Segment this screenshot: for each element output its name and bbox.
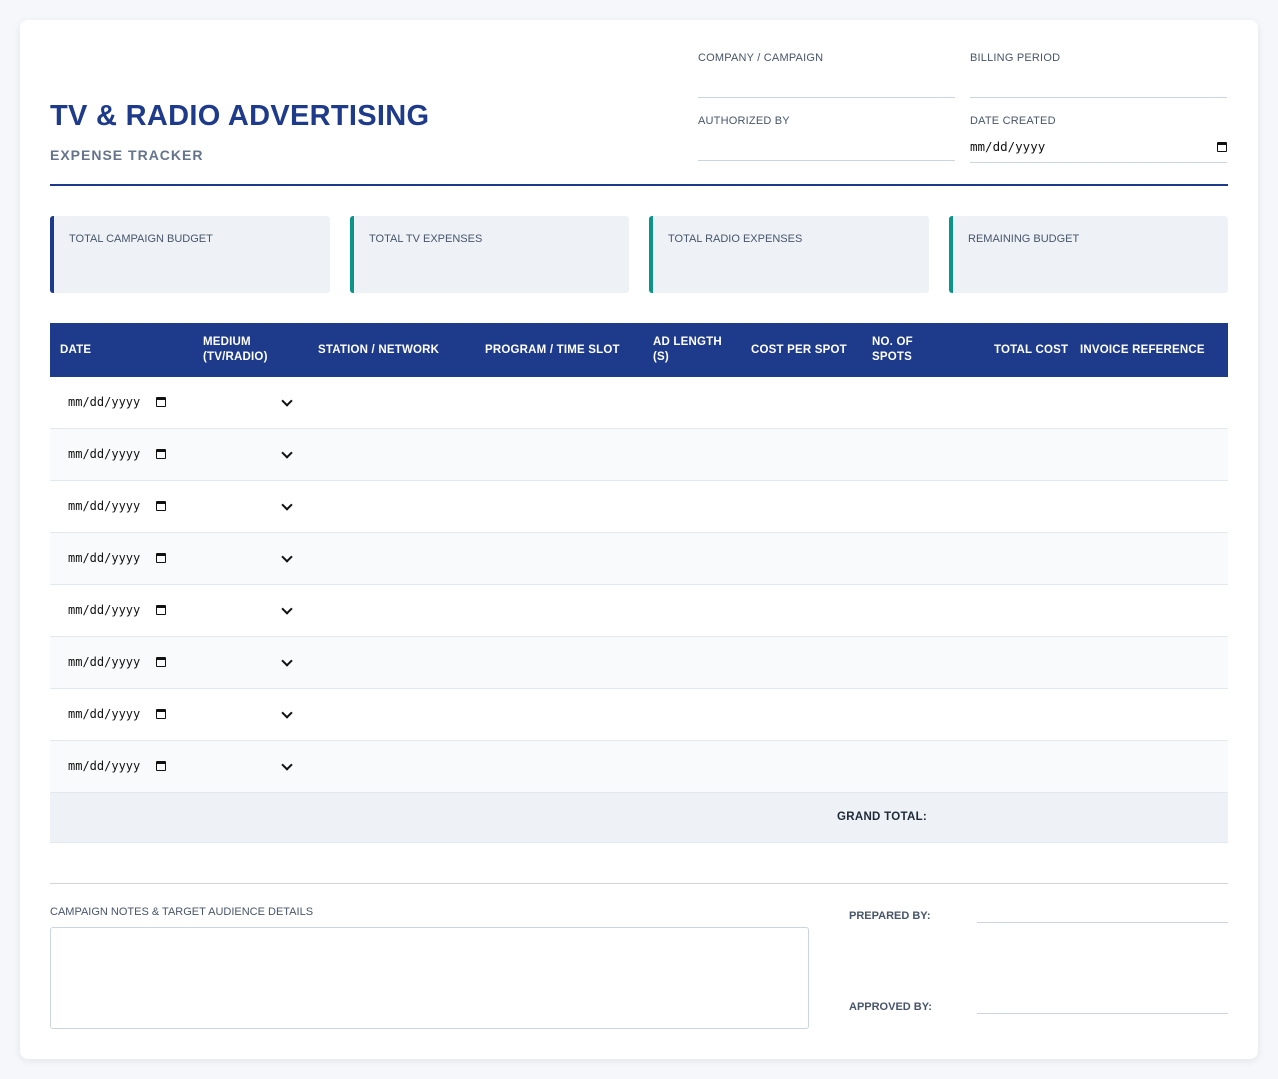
row-date-input[interactable]: mm/dd/yyyy — [68, 603, 167, 617]
chevron-down-icon[interactable] — [281, 447, 293, 459]
date-created-underline — [970, 162, 1227, 163]
card-total-radio-expenses: TOTAL RADIO EXPENSES — [649, 216, 929, 293]
grand-total-label: GRAND TOTAL: — [837, 811, 928, 823]
authorized-by-label: AUTHORIZED BY — [698, 115, 790, 127]
chevron-down-icon[interactable] — [281, 395, 293, 407]
row-date-input[interactable]: mm/dd/yyyy — [68, 759, 167, 773]
prepared-by-input[interactable] — [977, 922, 1228, 923]
row-date-input[interactable]: mm/dd/yyyy — [68, 395, 167, 409]
row-date-placeholder: mm/dd/yyyy — [68, 447, 141, 461]
column-header-date: DATE — [60, 343, 92, 356]
authorized-by-input[interactable] — [698, 160, 955, 161]
column-header-total-cost: TOTAL COST — [994, 343, 1069, 356]
calendar-icon[interactable] — [156, 449, 167, 459]
card-label: TOTAL RADIO EXPENSES — [668, 233, 803, 245]
card-label: TOTAL CAMPAIGN BUDGET — [69, 233, 213, 245]
company-campaign-label: COMPANY / CAMPAIGN — [698, 52, 824, 64]
billing-period-label: BILLING PERIOD — [970, 52, 1061, 64]
header: TV & RADIO ADVERTISING EXPENSE TRACKER C… — [50, 20, 1228, 186]
table-row: mm/dd/yyyy — [50, 741, 1228, 793]
table-row: mm/dd/yyyy — [50, 377, 1228, 429]
chevron-down-icon[interactable] — [281, 707, 293, 719]
calendar-icon[interactable] — [156, 553, 167, 563]
calendar-icon[interactable] — [1217, 141, 1227, 152]
date-created-field[interactable]: DATE CREATED mm/dd/yyyy — [970, 115, 1227, 163]
approved-by-label: APPROVED BY: — [849, 1001, 932, 1013]
row-date-placeholder: mm/dd/yyyy — [68, 395, 141, 409]
date-created-label: DATE CREATED — [970, 115, 1056, 127]
calendar-icon[interactable] — [156, 605, 167, 615]
card-accent-bar — [949, 216, 953, 293]
page-subtitle: EXPENSE TRACKER — [50, 147, 204, 163]
chevron-down-icon[interactable] — [281, 759, 293, 771]
column-header-cost-per-spot: COST PER SPOT — [751, 343, 847, 356]
billing-period-input[interactable] — [970, 97, 1227, 98]
card-total-tv-expenses: TOTAL TV EXPENSES — [350, 216, 629, 293]
card-accent-bar — [50, 216, 54, 293]
row-date-placeholder: mm/dd/yyyy — [68, 655, 141, 669]
authorized-by-field[interactable]: AUTHORIZED BY — [698, 115, 955, 161]
row-date-input[interactable]: mm/dd/yyyy — [68, 551, 167, 565]
grand-total-row: GRAND TOTAL: — [50, 793, 1228, 843]
column-header-program: PROGRAM / TIME SLOT — [485, 343, 620, 356]
calendar-icon[interactable] — [156, 709, 167, 719]
table-row: mm/dd/yyyy — [50, 689, 1228, 741]
calendar-icon[interactable] — [156, 657, 167, 667]
column-header-ad-length: AD LENGTH (S) — [653, 336, 722, 363]
page-title: TV & RADIO ADVERTISING — [50, 100, 430, 132]
footer-divider — [50, 883, 1228, 884]
row-date-placeholder: mm/dd/yyyy — [68, 603, 141, 617]
billing-period-field[interactable]: BILLING PERIOD — [970, 52, 1227, 98]
row-date-placeholder: mm/dd/yyyy — [68, 707, 141, 721]
date-created-placeholder: mm/dd/yyyy — [970, 139, 1046, 154]
table-row: mm/dd/yyyy — [50, 585, 1228, 637]
company-campaign-input[interactable] — [698, 97, 955, 98]
column-header-medium: MEDIUM (TV/RADIO) — [203, 336, 268, 363]
chevron-down-icon[interactable] — [281, 655, 293, 667]
calendar-icon[interactable] — [156, 761, 167, 771]
calendar-icon[interactable] — [156, 397, 167, 407]
card-accent-bar — [350, 216, 354, 293]
row-date-input[interactable]: mm/dd/yyyy — [68, 655, 167, 669]
expense-sheet: TV & RADIO ADVERTISING EXPENSE TRACKER C… — [20, 20, 1258, 1059]
summary-cards: TOTAL CAMPAIGN BUDGET TOTAL TV EXPENSES … — [50, 216, 1228, 293]
chevron-down-icon[interactable] — [281, 603, 293, 615]
row-date-input[interactable]: mm/dd/yyyy — [68, 499, 167, 513]
row-date-input[interactable]: mm/dd/yyyy — [68, 447, 167, 461]
chevron-down-icon[interactable] — [281, 551, 293, 563]
card-label: TOTAL TV EXPENSES — [369, 233, 483, 245]
date-created-input[interactable]: mm/dd/yyyy — [970, 139, 1227, 154]
table-row: mm/dd/yyyy — [50, 429, 1228, 481]
expense-table: DATE MEDIUM (TV/RADIO) STATION / NETWORK… — [50, 323, 1228, 843]
prepared-by-label: PREPARED BY: — [849, 910, 931, 922]
column-header-invoice-reference: INVOICE REFERENCE — [1080, 343, 1205, 356]
card-total-campaign-budget: TOTAL CAMPAIGN BUDGET — [50, 216, 330, 293]
card-remaining-budget: REMAINING BUDGET — [949, 216, 1228, 293]
row-date-placeholder: mm/dd/yyyy — [68, 551, 141, 565]
table-row: mm/dd/yyyy — [50, 637, 1228, 689]
calendar-icon[interactable] — [156, 501, 167, 511]
notes-textarea[interactable] — [50, 927, 809, 1029]
company-campaign-field[interactable]: COMPANY / CAMPAIGN — [698, 52, 955, 98]
table-row: mm/dd/yyyy — [50, 533, 1228, 585]
notes-label: CAMPAIGN NOTES & TARGET AUDIENCE DETAILS — [50, 906, 314, 918]
card-label: REMAINING BUDGET — [968, 233, 1080, 245]
table-row: mm/dd/yyyy — [50, 481, 1228, 533]
column-header-station: STATION / NETWORK — [318, 343, 440, 356]
table-header: DATE MEDIUM (TV/RADIO) STATION / NETWORK… — [50, 323, 1228, 377]
row-date-placeholder: mm/dd/yyyy — [68, 759, 141, 773]
chevron-down-icon[interactable] — [281, 499, 293, 511]
approved-by-input[interactable] — [977, 1013, 1228, 1014]
column-header-no-of-spots: NO. OF SPOTS — [872, 336, 913, 363]
row-date-input[interactable]: mm/dd/yyyy — [68, 707, 167, 721]
card-accent-bar — [649, 216, 653, 293]
row-date-placeholder: mm/dd/yyyy — [68, 499, 141, 513]
